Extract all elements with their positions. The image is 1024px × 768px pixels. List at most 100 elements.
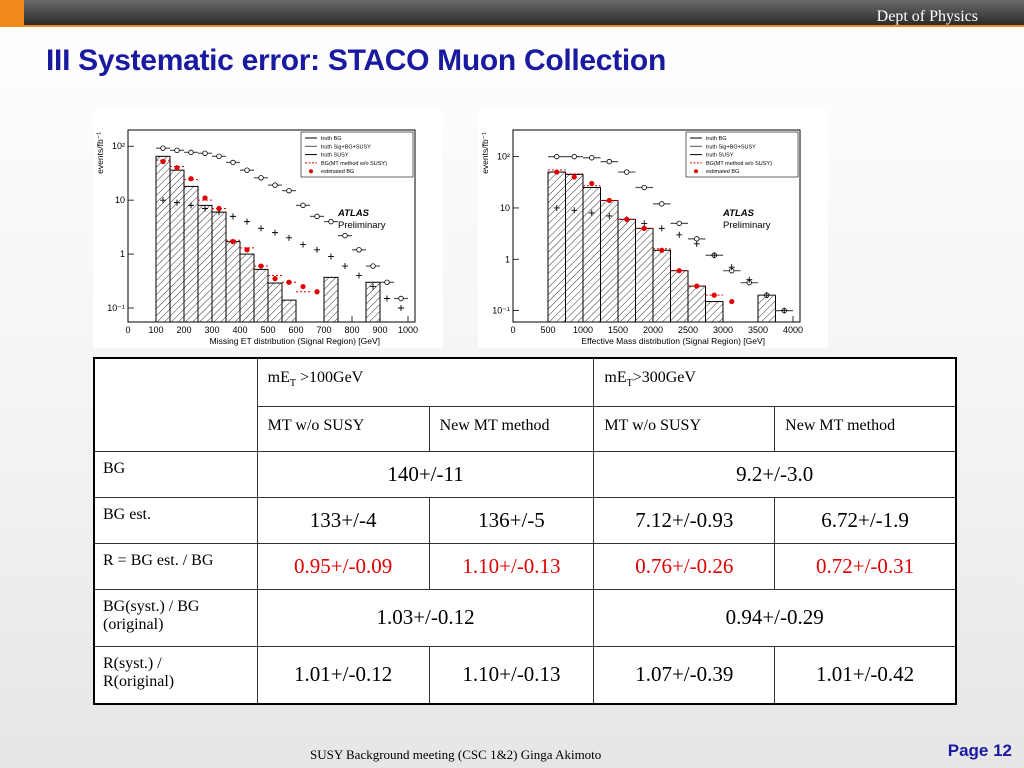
x-tick-label: 0 — [125, 325, 130, 335]
hist-point — [314, 213, 320, 220]
cross-point — [160, 197, 166, 204]
data-point — [230, 239, 236, 245]
value-cell: 0.95+/-0.09 — [256, 542, 430, 590]
header-row: mET >100GeV mET>300GeV — [93, 357, 957, 452]
hist-point — [342, 232, 348, 239]
data-point — [571, 174, 577, 180]
data-row: BG est. 133+/-4 136+/-5 7.12+/-0.93 6.72+/-1… — [93, 496, 957, 544]
data-point — [676, 268, 682, 274]
legend-label: truth BG — [706, 136, 726, 142]
legend-label: truth SUSY — [321, 153, 349, 159]
data-point — [286, 279, 292, 285]
hist-point — [694, 236, 700, 242]
cross-point — [174, 199, 180, 206]
atlas-label: ATLAS — [337, 208, 370, 219]
data-point — [659, 247, 665, 253]
hist-point — [230, 159, 236, 166]
data-row: R(syst.) / R(original) 1.01+/-0.12 1.10+/-0… — [93, 645, 957, 705]
y-tick-label: 10 — [115, 195, 125, 205]
hist-point — [659, 201, 665, 207]
y-tick-label: 1 — [505, 254, 510, 264]
value-cell: 0.72+/-0.31 — [774, 542, 957, 590]
hist-bar — [565, 173, 584, 323]
legend-label: estimated BG — [321, 169, 354, 175]
y-tick-label: 10 — [500, 203, 510, 213]
legend-box — [685, 131, 799, 178]
cross-point — [328, 253, 334, 260]
cross-point — [676, 231, 683, 238]
hist-bar — [670, 270, 689, 323]
data-point — [554, 169, 560, 175]
cross-point — [230, 213, 236, 220]
group-suffix: >100GeV — [296, 369, 364, 386]
legend-label: truth BG — [321, 136, 341, 142]
x-axis-title: Effective Mass distribution (Signal Regi… — [581, 336, 765, 346]
x-tick-label: 1000 — [573, 325, 593, 335]
cross-point — [398, 305, 404, 311]
cross-point — [342, 263, 348, 270]
x-tick-label: 500 — [260, 325, 275, 335]
hist-point — [174, 147, 180, 154]
data-point — [606, 197, 612, 204]
hist-point — [398, 295, 404, 302]
x-tick-label: 800 — [344, 325, 359, 335]
y-axis-title: events/fb⁻¹ — [95, 132, 105, 174]
method-header: New MT method — [774, 405, 957, 452]
group-sub: T — [289, 378, 296, 390]
method-header: MT w/o SUSY — [256, 405, 430, 452]
value-cell: 7.12+/-0.93 — [593, 496, 776, 544]
x-tick-label: 2500 — [678, 325, 698, 335]
cross-point — [188, 202, 194, 209]
value-cell: 1.01+/-0.12 — [256, 645, 430, 705]
slide-title: III Systematic error: STACO Muon Collect… — [46, 44, 666, 77]
x-tick-label: 200 — [176, 325, 191, 335]
data-point — [244, 247, 250, 253]
row-label-line: R(syst.) / — [103, 654, 162, 672]
hist-point — [160, 145, 166, 151]
cross-point — [746, 276, 753, 283]
data-point — [729, 298, 735, 305]
group-prefix: mE — [267, 369, 290, 386]
cross-point — [553, 204, 560, 211]
row-label: R(syst.) / R(original) — [93, 645, 258, 705]
data-point — [188, 176, 194, 182]
hist-point — [624, 169, 630, 175]
preliminary-label: Preliminary — [723, 220, 771, 231]
hist-bar — [267, 282, 283, 323]
cross-point — [728, 264, 735, 271]
row-label: BG est. — [93, 496, 258, 544]
legend-label: truth Sig+BG+SUSY — [321, 144, 371, 150]
x-tick-label: 3500 — [748, 325, 768, 335]
hist-point — [258, 175, 264, 181]
hist-point — [370, 263, 376, 269]
data-point — [694, 283, 700, 289]
top-square — [0, 0, 24, 25]
hist-bar — [635, 227, 654, 323]
x-tick-label: 500 — [540, 325, 555, 335]
value-cell: 1.07+/-0.39 — [593, 645, 776, 705]
cross-point — [258, 225, 264, 232]
method-header: New MT method — [428, 405, 595, 452]
hist-point — [244, 167, 250, 173]
hist-point — [272, 182, 278, 188]
cross-point — [384, 295, 390, 302]
y-tick-label: 10² — [497, 152, 510, 162]
value-cell: 0.76+/-0.26 — [593, 542, 776, 590]
hist-bar — [211, 211, 227, 323]
cross-point — [202, 205, 208, 212]
row-label: BG(syst.) / BG (original) — [93, 588, 258, 647]
hist-bar — [281, 299, 297, 323]
value-cell: 1.10+/-0.13 — [428, 645, 595, 705]
cross-point — [588, 209, 595, 216]
legend-label: truth SUSY — [706, 153, 734, 159]
cross-point — [314, 246, 320, 253]
dept: Dept of Physics — [876, 8, 978, 25]
data-point — [272, 276, 278, 282]
data-point — [174, 165, 180, 171]
plot-frame — [127, 129, 416, 323]
x-tick-label: 100 — [148, 325, 163, 335]
cross-point — [571, 207, 578, 214]
data-point — [711, 292, 717, 298]
cross-point — [693, 240, 700, 247]
hist-point — [571, 153, 577, 160]
